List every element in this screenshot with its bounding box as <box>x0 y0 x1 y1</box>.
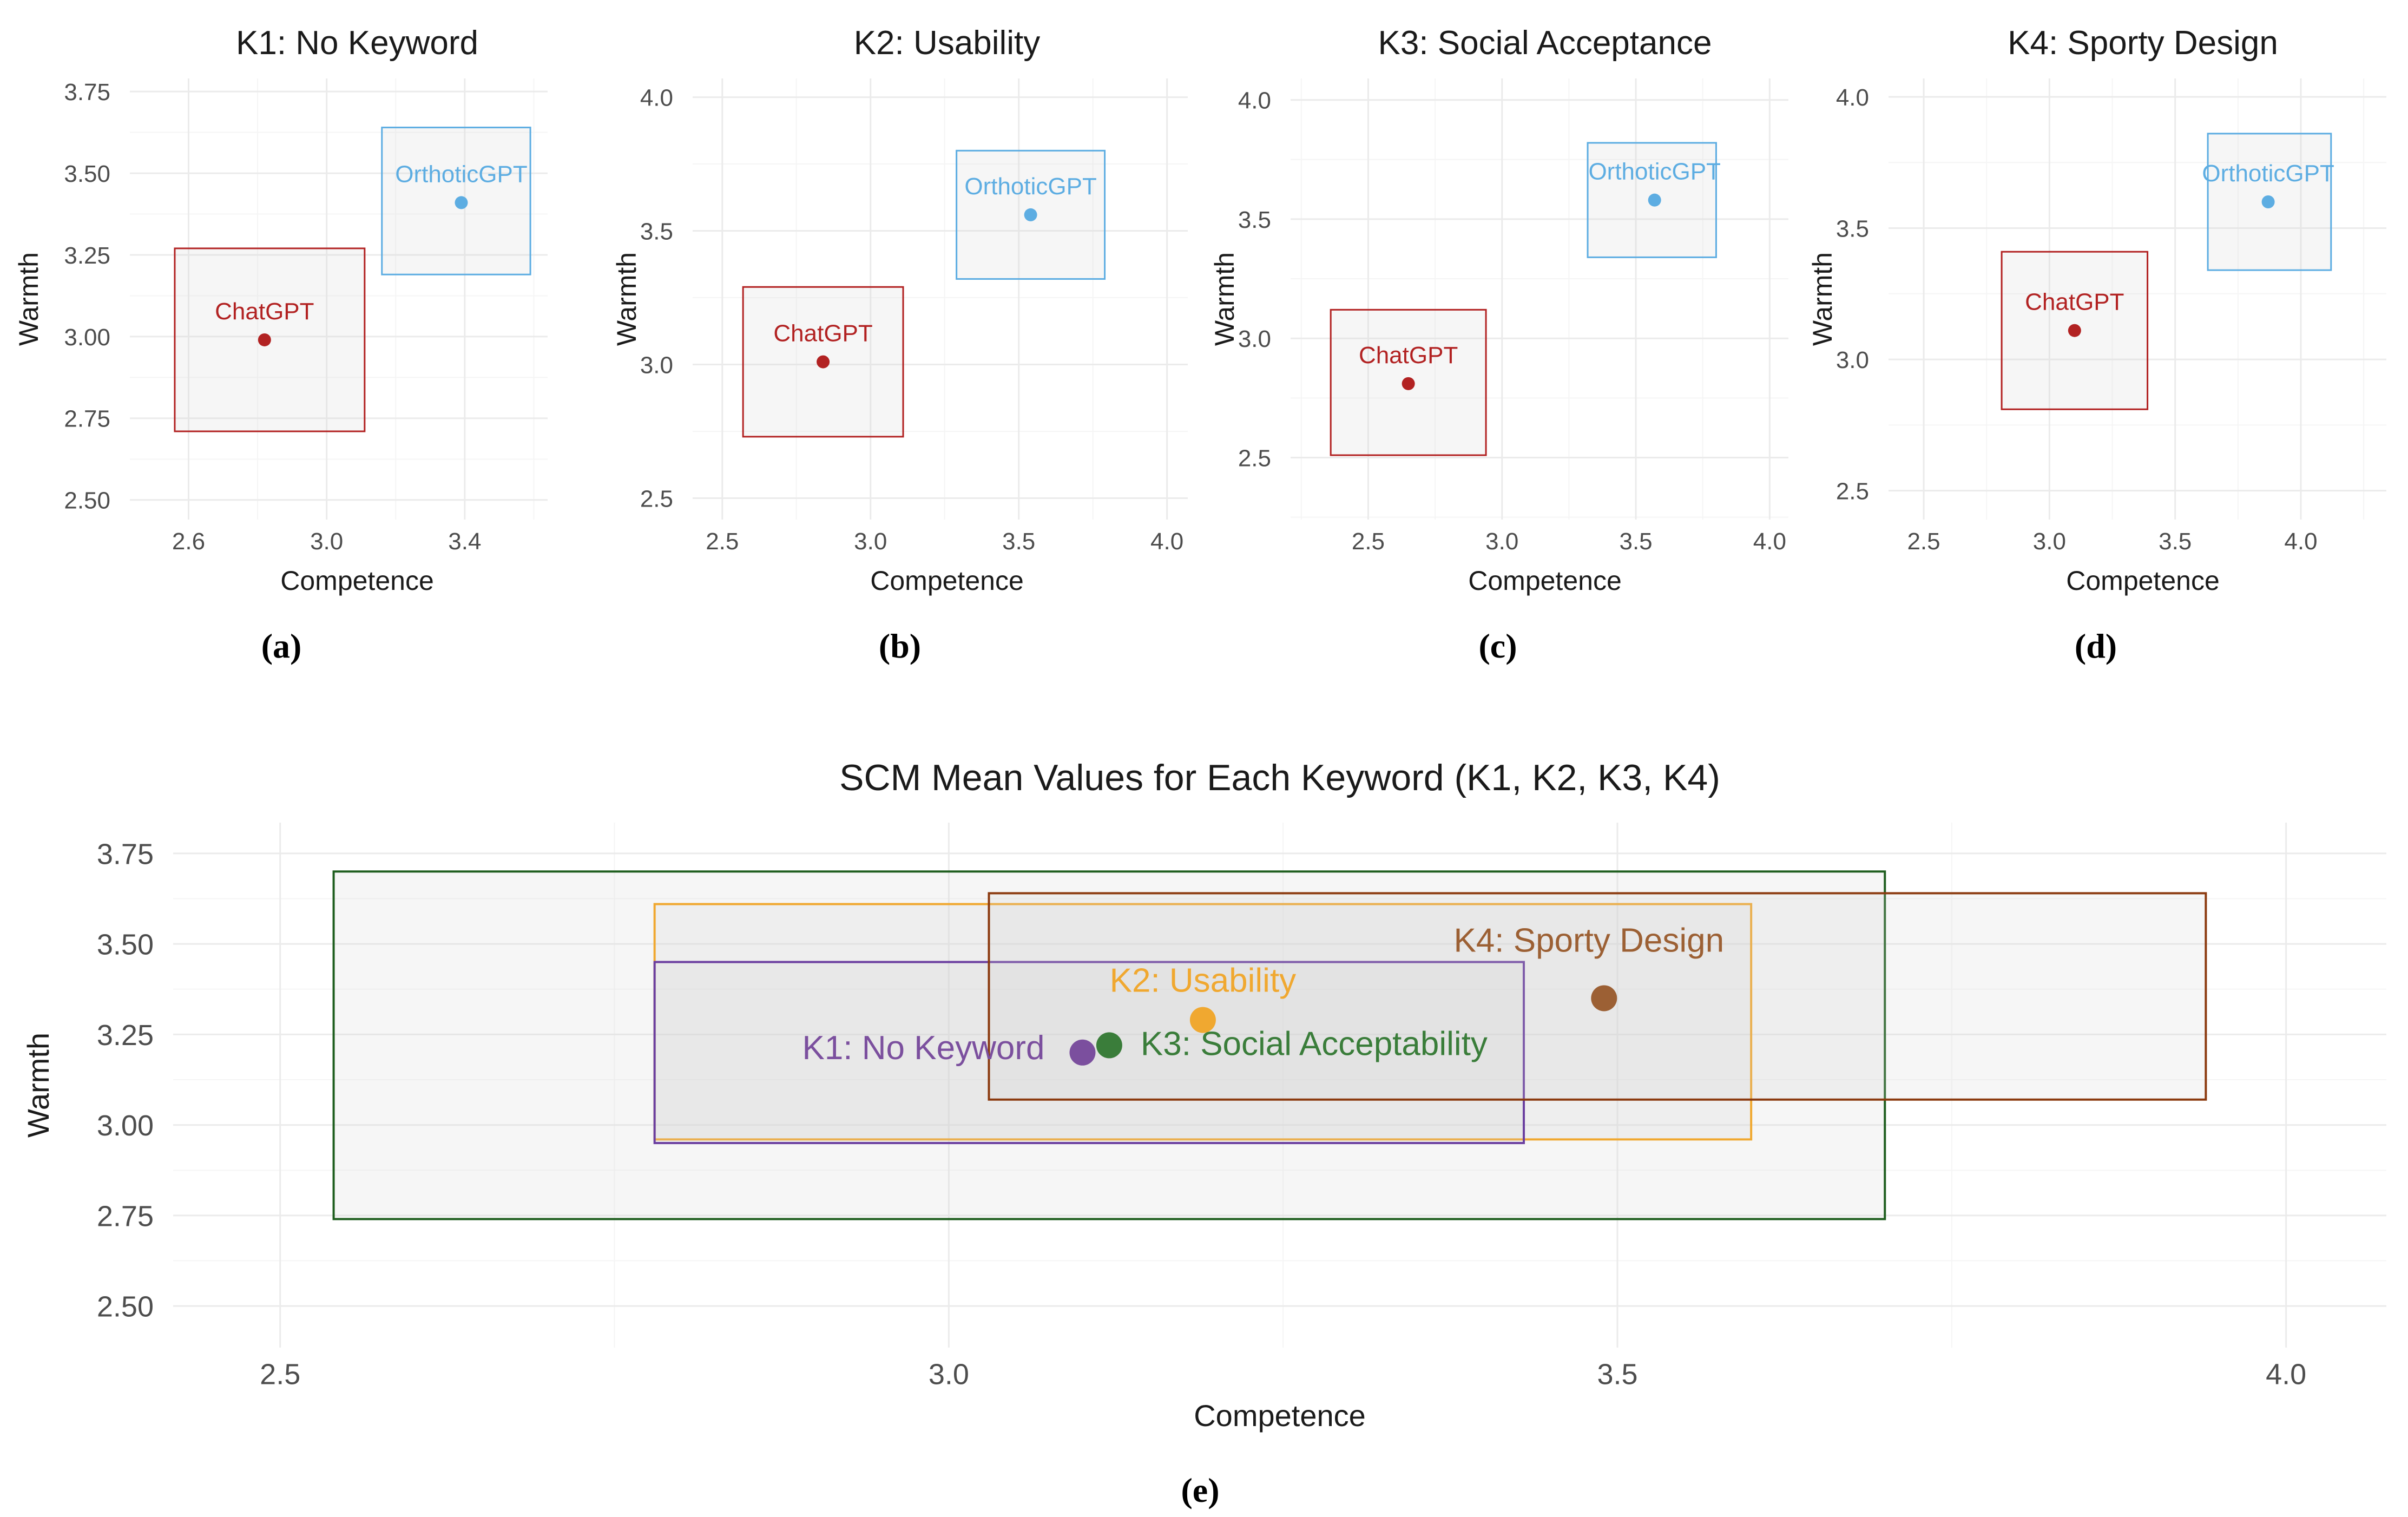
y-axis-label: Warmth <box>1807 252 1838 346</box>
chart-panel-0: 2.6 3.0 3.4 2.50 2.75 3.00 3.25 3.50 3.75 K1: No … <box>14 24 548 665</box>
y-tick-label: 2.50 <box>97 1291 154 1323</box>
x-tick-label: 3.5 <box>1597 1358 1637 1391</box>
x-tick-label: 4.0 <box>1753 528 1786 555</box>
chart-panel-4: 2.5 3.0 3.5 4.0 2.50 2.75 3.00 3.25 3.50 3.75 SCM … <box>21 757 2386 1509</box>
x-tick-label: 3.0 <box>854 528 887 555</box>
y-tick-label: 3.75 <box>64 79 110 106</box>
x-tick-label: 3.0 <box>1485 528 1518 555</box>
chart-title: K3: Social Acceptance <box>1378 24 1712 62</box>
y-tick-label: 3.75 <box>97 838 154 870</box>
y-tick-label: 4.0 <box>1238 87 1271 114</box>
point-k1 <box>1069 1039 1096 1066</box>
chart-title: K2: Usability <box>854 24 1041 62</box>
y-tick-label: 2.5 <box>1238 445 1271 471</box>
point-k4 <box>1591 985 1617 1012</box>
chart-title: K1: No Keyword <box>236 24 478 62</box>
point-orthoticgpt <box>1024 208 1037 221</box>
x-tick-label: 2.5 <box>1907 528 1940 555</box>
x-tick-label: 3.0 <box>929 1358 969 1391</box>
point-label-k4: K4: Sporty Design <box>1453 922 1724 959</box>
y-axis-label: Warmth <box>1209 252 1240 346</box>
y-tick-label: 3.00 <box>97 1109 154 1142</box>
x-tick-label: 2.6 <box>172 528 205 555</box>
point-chatgpt <box>817 355 830 369</box>
x-tick-label: 3.4 <box>448 528 481 555</box>
y-tick-label: 2.75 <box>97 1200 154 1232</box>
chart-title: SCM Mean Values for Each Keyword (K1, K2… <box>839 757 1720 798</box>
y-tick-label: 3.0 <box>1238 326 1271 352</box>
point-label-orthoticgpt: OrthoticGPT <box>395 161 528 187</box>
point-chatgpt <box>2068 324 2081 337</box>
y-tick-label: 2.5 <box>1836 478 1869 504</box>
point-chatgpt <box>1402 377 1415 390</box>
x-tick-label: 2.5 <box>260 1358 300 1391</box>
point-k3 <box>1096 1032 1122 1059</box>
x-tick-label: 4.0 <box>2284 528 2317 555</box>
x-tick-label: 4.0 <box>1150 528 1183 555</box>
panel-label: (c) <box>1478 627 1517 665</box>
x-tick-label: 3.5 <box>2159 528 2192 555</box>
y-tick-label: 4.0 <box>1836 84 1869 111</box>
point-k2 <box>1189 1007 1216 1033</box>
range-box-chatgpt <box>1330 308 1487 456</box>
y-tick-label: 3.5 <box>1238 207 1271 233</box>
point-orthoticgpt <box>2261 195 2275 209</box>
point-label-k2: K2: Usability <box>1110 962 1297 1000</box>
y-tick-label: 3.5 <box>1836 215 1869 242</box>
x-tick-label: 3.5 <box>1619 528 1652 555</box>
point-label-k3: K3: Social Acceptability <box>1141 1025 1488 1062</box>
y-axis-label: Warmth <box>611 252 642 346</box>
y-tick-label: 2.50 <box>64 488 110 514</box>
point-orthoticgpt <box>455 196 468 209</box>
y-tick-label: 3.00 <box>64 324 110 351</box>
y-tick-label: 2.5 <box>640 485 673 512</box>
y-tick-label: 3.50 <box>64 161 110 187</box>
x-tick-label: 2.5 <box>706 528 739 555</box>
point-label-orthoticgpt: OrthoticGPT <box>964 173 1097 200</box>
x-axis-label: Competence <box>870 566 1024 596</box>
point-label-chatgpt: ChatGPT <box>215 298 314 325</box>
point-label-orthoticgpt: OrthoticGPT <box>2202 160 2334 187</box>
point-orthoticgpt <box>1648 193 1661 207</box>
point-label-orthoticgpt: OrthoticGPT <box>1588 159 1721 185</box>
y-tick-label: 3.50 <box>97 929 154 961</box>
y-tick-label: 3.25 <box>97 1019 154 1052</box>
x-axis-label: Competence <box>280 566 434 596</box>
point-label-chatgpt: ChatGPT <box>773 320 872 347</box>
y-tick-label: 2.75 <box>64 406 110 432</box>
panel-label: (d) <box>2075 627 2117 665</box>
point-label-chatgpt: ChatGPT <box>1359 342 1458 369</box>
y-tick-label: 4.0 <box>640 84 673 111</box>
x-axis-label: Competence <box>1194 1398 1366 1433</box>
y-tick-label: 3.0 <box>640 352 673 378</box>
chart-panel-1: 2.5 3.0 3.5 4.0 2.5 3.0 3.5 4.0 K2: Usability Com… <box>611 24 1188 665</box>
x-tick-label: 4.0 <box>2266 1358 2306 1391</box>
x-axis-label: Competence <box>2066 566 2220 596</box>
point-label-k1: K1: No Keyword <box>802 1029 1044 1067</box>
x-tick-label: 3.0 <box>310 528 343 555</box>
panel-label: (a) <box>261 627 302 665</box>
x-tick-label: 2.5 <box>1352 528 1385 555</box>
panel-label: (b) <box>879 627 921 665</box>
point-chatgpt <box>258 333 271 346</box>
chart-panel-3: 2.5 3.0 3.5 4.0 2.5 3.0 3.5 4.0 K4: Sporty Desig… <box>1807 24 2386 665</box>
x-tick-label: 3.5 <box>1002 528 1035 555</box>
y-axis-label: Warmth <box>21 1033 55 1138</box>
point-label-chatgpt: ChatGPT <box>2025 289 2124 316</box>
x-tick-label: 3.0 <box>2033 528 2066 555</box>
y-tick-label: 3.25 <box>64 242 110 269</box>
x-axis-label: Competence <box>1468 566 1622 596</box>
y-tick-label: 3.0 <box>1836 347 1869 373</box>
panel-label: (e) <box>1181 1471 1219 1509</box>
chart-title: K4: Sporty Design <box>2008 24 2278 62</box>
y-axis-label: Warmth <box>14 252 44 346</box>
y-tick-label: 3.5 <box>640 218 673 245</box>
chart-panel-2: 2.5 3.0 3.5 4.0 2.5 3.0 3.5 4.0 K3: Social Accep… <box>1209 24 1788 665</box>
